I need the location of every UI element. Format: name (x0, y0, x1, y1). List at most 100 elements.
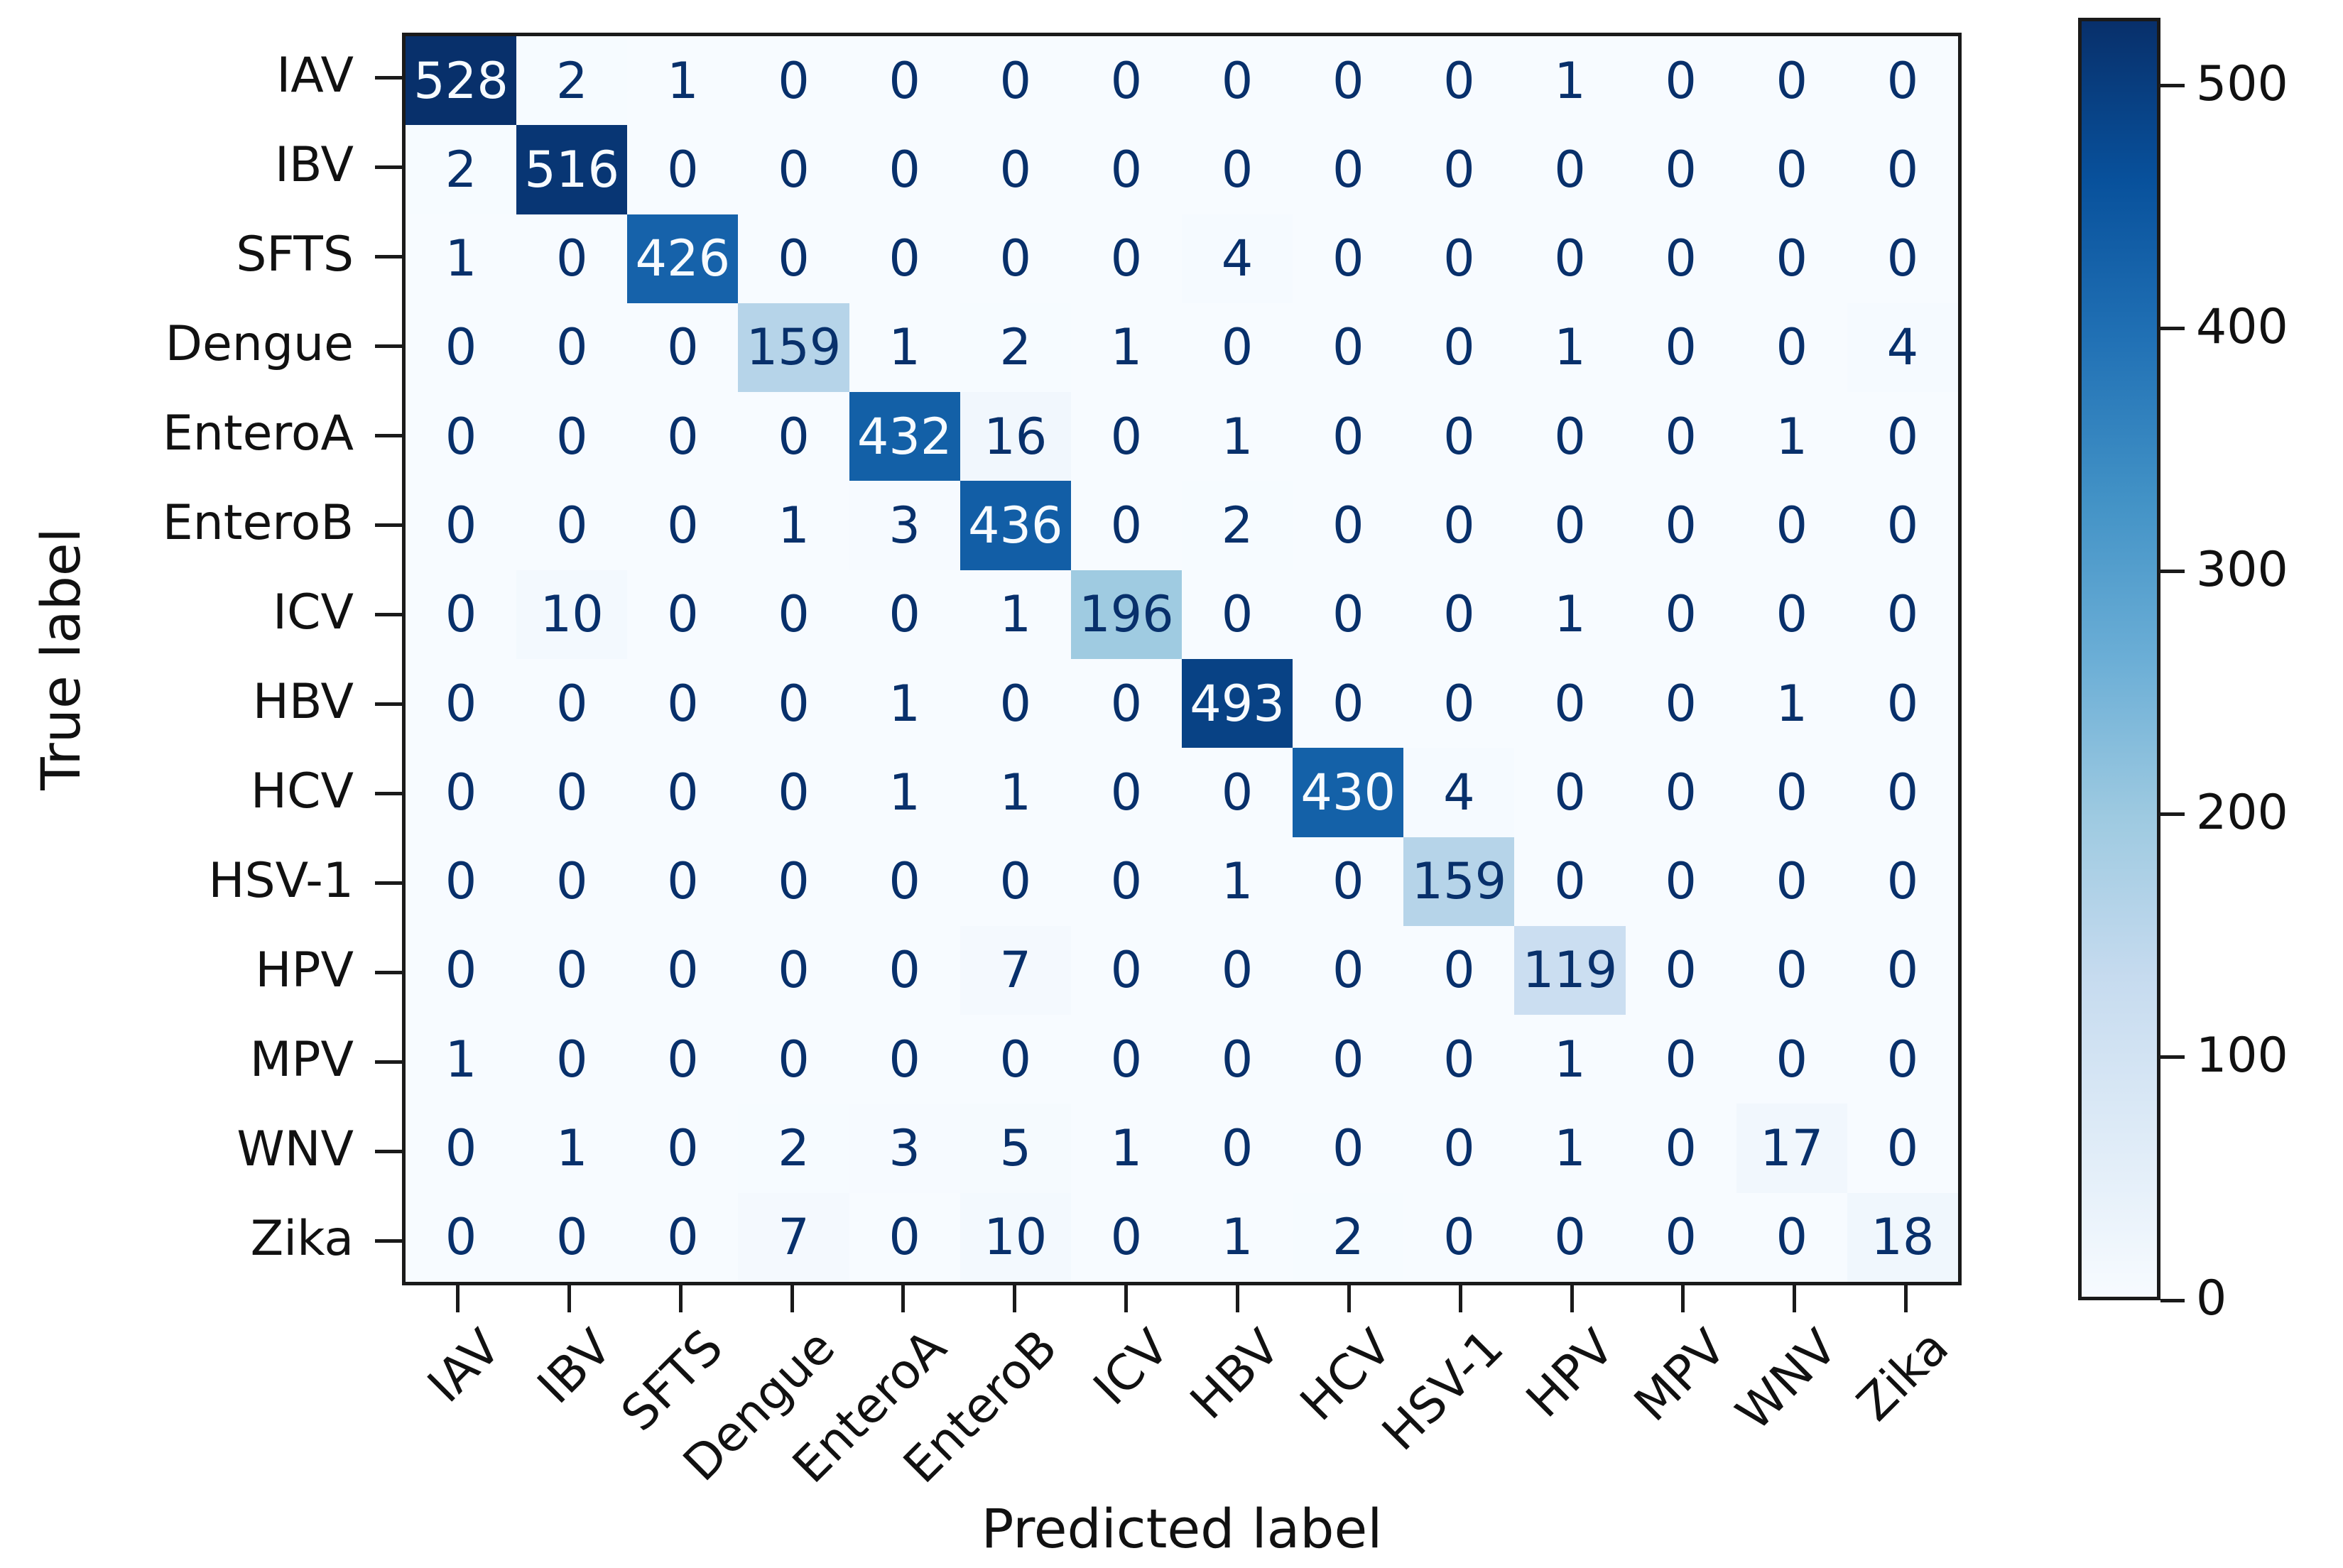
heatmap-cell: 0 (627, 481, 739, 570)
heatmap-cell: 0 (1625, 837, 1736, 926)
heatmap-cell: 0 (1736, 748, 1847, 837)
heatmap-cell: 0 (1625, 392, 1736, 481)
heatmap-cell: 0 (1514, 481, 1626, 570)
y-tick-mark (375, 1060, 402, 1064)
heatmap-cell: 0 (516, 748, 628, 837)
heatmap-cell: 0 (1070, 36, 1182, 126)
heatmap-cell: 1 (1514, 1015, 1626, 1104)
heatmap-cell: 1 (406, 1015, 517, 1104)
colorbar-tick-label: 300 (2196, 541, 2288, 598)
heatmap-cell: 1 (960, 570, 1071, 659)
colorbar-gradient (2078, 18, 2160, 1300)
y-tick-label-SFTS: SFTS (236, 227, 354, 283)
heatmap-cell: 1 (1514, 570, 1626, 659)
colorbar-tick-label: 200 (2196, 784, 2288, 841)
heatmap-cell: 0 (627, 125, 739, 214)
x-tick-label-HBV: HBV (1180, 1319, 1292, 1431)
colorbar-tick-label: 500 (2196, 55, 2288, 112)
heatmap-cell: 2 (406, 125, 517, 214)
heatmap-cell: 0 (1514, 125, 1626, 214)
heatmap-cell: 2 (960, 303, 1071, 393)
heatmap-cell: 0 (1403, 1104, 1515, 1193)
heatmap-cell: 0 (1181, 925, 1293, 1016)
heatmap-cell: 16 (960, 392, 1071, 481)
heatmap-cell: 0 (1070, 748, 1182, 837)
x-tick-label-MPV: MPV (1624, 1319, 1737, 1432)
y-tick-label-HPV: HPV (255, 942, 354, 998)
heatmap-cell: 0 (849, 570, 960, 659)
x-tick-mark (1235, 1285, 1239, 1312)
heatmap-cell: 0 (1847, 125, 1958, 214)
heatmap-cell: 1 (849, 658, 960, 748)
heatmap-cell: 0 (516, 1015, 628, 1104)
heatmap-cell: 0 (516, 925, 628, 1016)
heatmap-cell: 528 (406, 36, 517, 126)
heatmap-cell: 0 (1625, 1015, 1736, 1104)
heatmap-cell: 0 (738, 837, 849, 926)
heatmap-cell: 119 (1514, 925, 1626, 1016)
heatmap-cell: 1 (849, 303, 960, 393)
heatmap-cell: 0 (627, 1192, 739, 1282)
heatmap-cell: 0 (627, 570, 739, 659)
heatmap-cell: 0 (849, 1192, 960, 1282)
x-tick-mark (1681, 1285, 1685, 1312)
heatmap-cell: 0 (1625, 481, 1736, 570)
heatmap-cell: 0 (1847, 570, 1958, 659)
heatmap-cell: 1 (1514, 1104, 1626, 1193)
heatmap-cell: 0 (406, 1192, 517, 1282)
heatmap-cell: 3 (849, 1104, 960, 1193)
y-tick-mark (375, 344, 402, 348)
heatmap-cell: 0 (1847, 36, 1958, 126)
heatmap-cell: 0 (1403, 481, 1515, 570)
heatmap-cell: 432 (849, 392, 960, 481)
y-tick-label-IBV: IBV (274, 137, 354, 193)
colorbar-tick-label: 100 (2196, 1027, 2288, 1084)
heatmap-cell: 0 (406, 481, 517, 570)
heatmap-cell: 0 (1736, 570, 1847, 659)
heatmap-cell: 0 (516, 481, 628, 570)
heatmap-cell: 1 (1181, 392, 1293, 481)
heatmap-cell: 4 (1847, 303, 1958, 393)
heatmap-cell: 2 (738, 1104, 849, 1193)
heatmap-cell: 0 (1625, 925, 1736, 1016)
heatmap-cell: 1 (738, 481, 849, 570)
heatmap-cell: 0 (1847, 1015, 1958, 1104)
y-tick-label-HBV: HBV (252, 674, 354, 730)
heatmap-cell: 0 (1293, 214, 1404, 303)
heatmap-cell: 0 (1070, 481, 1182, 570)
heatmap-cell: 0 (1625, 125, 1736, 214)
colorbar-tick-label: 400 (2196, 298, 2288, 355)
heatmap-cell: 0 (406, 392, 517, 481)
heatmap-cell: 196 (1070, 570, 1182, 659)
heatmap-cell: 0 (1181, 1104, 1293, 1193)
heatmap-cell: 0 (1736, 125, 1847, 214)
y-tick-mark (375, 702, 402, 706)
heatmap-cell: 0 (1847, 392, 1958, 481)
heatmap-cell: 0 (1181, 570, 1293, 659)
heatmap-cell: 0 (1403, 925, 1515, 1016)
heatmap-cell: 0 (738, 570, 849, 659)
heatmap-cell: 1 (627, 36, 739, 126)
heatmap-cell: 1 (849, 748, 960, 837)
y-tick-label-Zika: Zika (250, 1211, 354, 1267)
x-tick-label-IBV: IBV (527, 1319, 623, 1415)
heatmap-cell: 0 (1070, 925, 1182, 1016)
y-tick-label-HSV-1: HSV-1 (208, 853, 354, 909)
heatmap-cell: 0 (1847, 748, 1958, 837)
heatmap-cell: 1 (1070, 303, 1182, 393)
colorbar-tick-mark (2160, 1298, 2185, 1302)
heatmap-cell: 0 (1514, 392, 1626, 481)
heatmap-cell: 0 (627, 837, 739, 926)
heatmap-cell: 0 (1070, 1192, 1182, 1282)
heatmap-cell: 0 (406, 658, 517, 748)
heatmap-plot: 528 2 1 0 0 0 0 0 0 0 1 0 0 0 2 516 0 0 0 0 0 0 0 0 0 0 0 0 1 0 426 0 0 0… (402, 33, 1962, 1285)
heatmap-cell: 0 (1403, 125, 1515, 214)
heatmap-cell: 2 (516, 36, 628, 126)
x-tick-mark (901, 1285, 906, 1312)
y-tick-label-ICV: ICV (272, 584, 354, 641)
heatmap-cell: 0 (1625, 748, 1736, 837)
heatmap-cell: 0 (1736, 481, 1847, 570)
heatmap-cell: 1 (1181, 1192, 1293, 1282)
heatmap-cell: 430 (1293, 748, 1404, 837)
heatmap-cell: 159 (1403, 837, 1515, 926)
